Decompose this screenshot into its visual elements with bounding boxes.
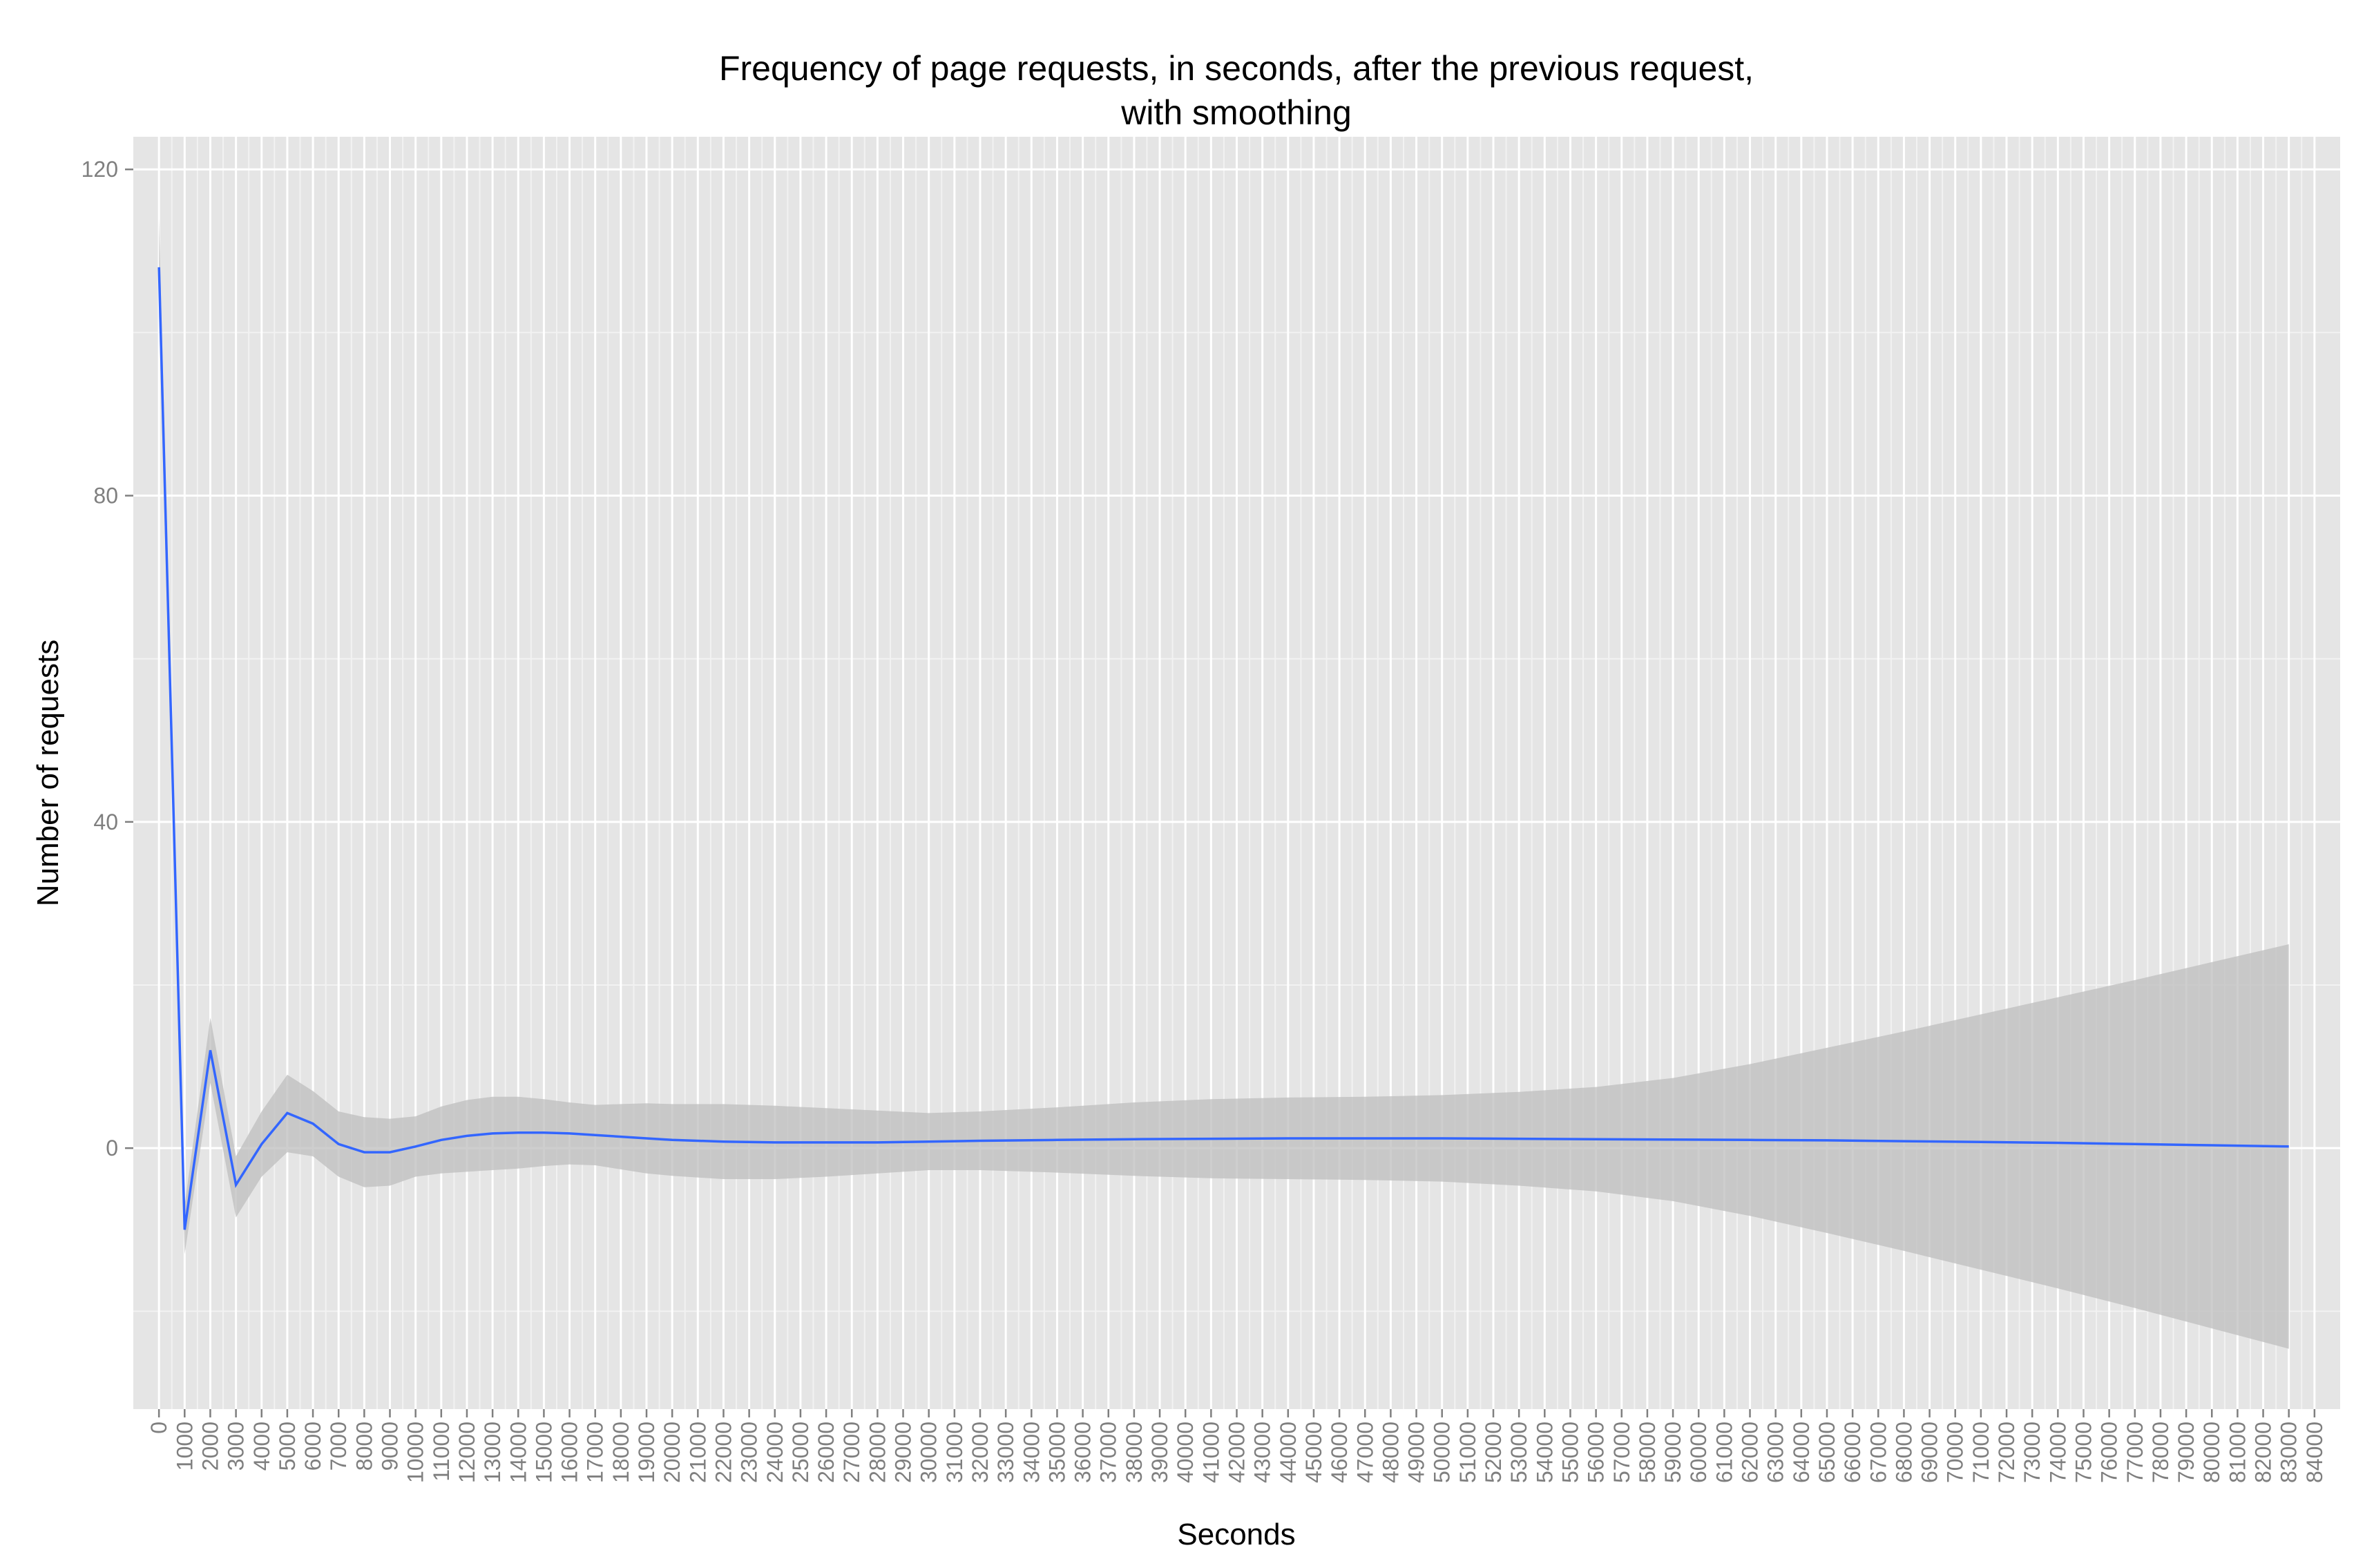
x-tick-label: 53000 (1506, 1422, 1531, 1483)
x-tick-label: 48000 (1378, 1422, 1403, 1483)
x-tick-label: 23000 (737, 1422, 762, 1483)
x-tick-label: 35000 (1044, 1422, 1069, 1483)
x-tick-label: 33000 (993, 1422, 1018, 1483)
x-tick-label: 63000 (1763, 1422, 1788, 1483)
x-tick-label: 4000 (249, 1422, 274, 1471)
x-tick-label: 73000 (2020, 1422, 2045, 1483)
x-tick-label: 58000 (1635, 1422, 1660, 1483)
x-tick-label: 37000 (1096, 1422, 1121, 1483)
y-tick-label: 120 (82, 157, 118, 182)
x-tick-label: 38000 (1122, 1422, 1147, 1483)
x-tick-label: 42000 (1225, 1422, 1250, 1483)
x-tick-label: 69000 (1917, 1422, 1942, 1483)
x-tick-label: 20000 (660, 1422, 685, 1483)
x-tick-label: 74000 (2045, 1422, 2070, 1483)
x-tick-label: 76000 (2097, 1422, 2122, 1483)
x-tick-label: 41000 (1198, 1422, 1223, 1483)
x-tick-label: 16000 (557, 1422, 582, 1483)
x-tick-label: 65000 (1815, 1422, 1839, 1483)
x-tick-label: 6000 (300, 1422, 325, 1471)
x-tick-label: 47000 (1352, 1422, 1377, 1483)
x-tick-label: 25000 (788, 1422, 813, 1483)
x-tick-label: 9000 (378, 1422, 403, 1471)
x-axis: 0 1000 2000 3000 4000 5000 6000 7000 8000 9000 100… (146, 1409, 2327, 1483)
x-axis-title: Seconds (1177, 1518, 1295, 1551)
x-tick-label: 11000 (429, 1422, 454, 1482)
x-tick-label: 5000 (275, 1422, 300, 1471)
smoothed-series-line (157, 267, 2289, 1230)
chart-title-line-2: with smoothing (1120, 93, 1352, 132)
x-tick-label: 22000 (711, 1422, 736, 1483)
x-tick-label: 1000 (172, 1422, 197, 1471)
x-tick-label: 54000 (1532, 1422, 1557, 1483)
x-tick-label: 79000 (2174, 1422, 2199, 1483)
x-tick-label: 81000 (2225, 1422, 2250, 1483)
x-tick-label: 66000 (1840, 1422, 1865, 1483)
x-tick-label: 72000 (1994, 1422, 2019, 1483)
x-tick-label: 18000 (609, 1422, 633, 1483)
chart-title-line-1: Frequency of page requests, in seconds, … (719, 49, 1754, 88)
x-tick-label: 7000 (326, 1422, 351, 1471)
x-tick-label: 43000 (1250, 1422, 1275, 1483)
x-tick-label: 15000 (531, 1422, 556, 1483)
x-tick-label: 70000 (1943, 1422, 1968, 1483)
x-tick-label: 17000 (583, 1422, 608, 1483)
x-tick-label: 24000 (763, 1422, 787, 1483)
y-axis-title: Number of requests (31, 640, 65, 906)
x-tick-label: 26000 (814, 1422, 839, 1483)
x-tick-label: 3000 (224, 1422, 249, 1471)
x-tick-label: 78000 (2148, 1422, 2173, 1483)
x-tick-label: 56000 (1584, 1422, 1609, 1483)
x-tick-label: 55000 (1558, 1422, 1582, 1483)
x-tick-label: 34000 (1019, 1422, 1044, 1483)
x-tick-label: 64000 (1789, 1422, 1814, 1483)
x-tick-label: 40000 (1173, 1422, 1198, 1483)
x-tick-label: 52000 (1481, 1422, 1506, 1483)
x-tick-label: 29000 (891, 1422, 916, 1483)
x-tick-label: 14000 (506, 1422, 530, 1483)
x-tick-label: 82000 (2251, 1422, 2276, 1483)
x-tick-label: 62000 (1738, 1422, 1763, 1483)
x-tick-label: 51000 (1455, 1422, 1480, 1483)
x-tick-label: 60000 (1686, 1422, 1711, 1483)
minor-gridlines (133, 137, 2340, 1409)
x-tick-label: 31000 (942, 1422, 967, 1483)
x-tick-label: 83000 (2277, 1422, 2301, 1483)
y-axis: 0 40 80 120 (82, 157, 133, 1160)
x-tick-label: 30000 (917, 1422, 941, 1483)
x-tick-label: 68000 (1891, 1422, 1916, 1483)
x-tick-label: 57000 (1609, 1422, 1634, 1483)
x-tick-label: 10000 (403, 1422, 428, 1483)
x-tick-label: 44000 (1276, 1422, 1301, 1483)
x-tick-label: 28000 (865, 1422, 890, 1483)
x-tick-label: 12000 (454, 1422, 479, 1483)
x-tick-label: 27000 (839, 1422, 864, 1483)
x-tick-label: 39000 (1147, 1422, 1172, 1483)
x-tick-label: 21000 (685, 1422, 710, 1483)
x-tick-label: 46000 (1327, 1422, 1352, 1483)
confidence-band (159, 218, 2289, 1349)
y-tick-label: 40 (93, 810, 118, 834)
x-tick-label: 45000 (1301, 1422, 1326, 1483)
x-tick-label: 49000 (1404, 1422, 1429, 1483)
x-tick-label: 77000 (2123, 1422, 2147, 1483)
x-tick-label: 59000 (1660, 1422, 1685, 1483)
x-tick-label: 36000 (1071, 1422, 1095, 1483)
x-tick-label: 2000 (198, 1422, 222, 1471)
x-tick-label: 13000 (480, 1422, 505, 1483)
x-tick-label: 0 (146, 1422, 171, 1434)
x-tick-label: 50000 (1430, 1422, 1455, 1483)
x-tick-label: 67000 (1866, 1422, 1890, 1483)
x-tick-label: 71000 (1969, 1422, 1993, 1483)
x-tick-label: 19000 (634, 1422, 659, 1483)
x-tick-label: 84000 (2302, 1422, 2327, 1483)
x-tick-label: 8000 (352, 1422, 376, 1471)
x-tick-label: 80000 (2199, 1422, 2224, 1483)
x-tick-label: 32000 (968, 1422, 993, 1483)
y-tick-label: 0 (106, 1136, 118, 1160)
x-tick-label: 75000 (2071, 1422, 2096, 1483)
x-tick-label: 61000 (1712, 1422, 1736, 1483)
y-tick-label: 80 (93, 484, 118, 508)
